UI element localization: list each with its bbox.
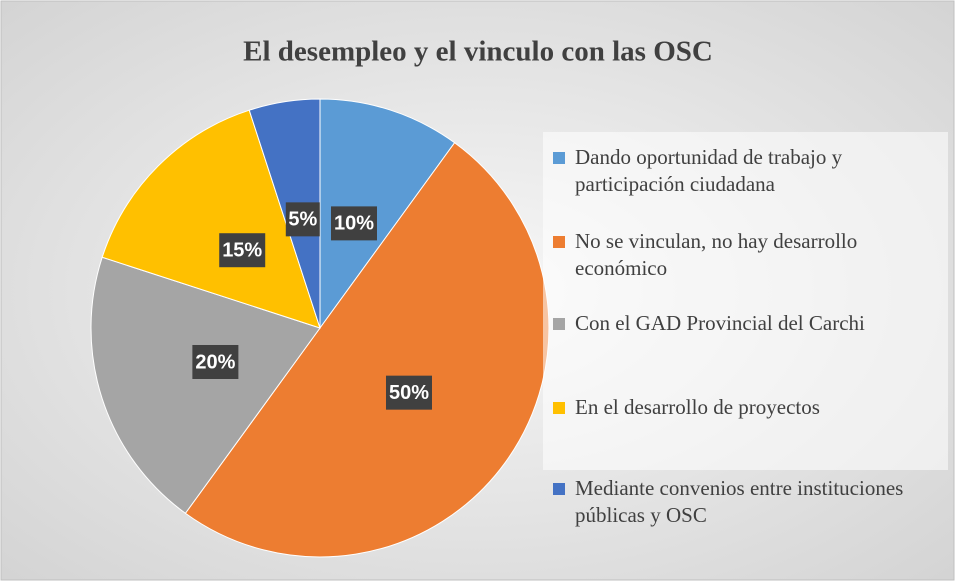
data-label: 50% [389, 382, 429, 404]
pie-slice [248, 98, 321, 329]
legend-swatch [553, 483, 565, 495]
data-label-box [385, 375, 432, 410]
pie-slice [184, 142, 550, 558]
pie-slice [101, 109, 321, 329]
legend-item: En el desarrollo de proyectos [553, 394, 943, 421]
legend-label: Dando oportunidad de trabajo y participa… [575, 145, 843, 196]
legend-item: Dando oportunidad de trabajo y participa… [553, 144, 943, 198]
legend-label: Con el GAD Provincial del Carchi [575, 311, 865, 335]
data-label-box [192, 344, 239, 379]
data-label-box [219, 233, 266, 268]
data-label-group: 5% [285, 202, 320, 237]
legend-label: No se vinculan, no hay desarrollo económ… [575, 229, 858, 280]
legend-item: Con el GAD Provincial del Carchi [553, 310, 943, 337]
legend: Dando oportunidad de trabajo y participa… [543, 132, 948, 527]
data-label: 20% [195, 351, 235, 373]
legend-swatch [553, 318, 565, 330]
pie-slice [319, 98, 456, 330]
legend-item: No se vinculan, no hay desarrollo económ… [553, 228, 943, 282]
chart-title: El desempleo y el vinculo con las OSC [243, 36, 713, 68]
legend-swatch [553, 152, 565, 164]
legend-label: En el desarrollo de proyectos [575, 395, 820, 419]
data-label-group: 15% [219, 233, 266, 268]
legend-item: Mediante convenios entre instituciones p… [553, 475, 943, 529]
data-label-box [330, 206, 377, 241]
data-label-box [285, 202, 320, 237]
legend-swatch [553, 402, 565, 414]
data-label: 15% [222, 239, 262, 261]
data-label: 10% [334, 213, 374, 235]
data-label-group: 50% [385, 375, 432, 410]
pie-slice [90, 256, 321, 514]
legend-swatch [553, 236, 565, 248]
legend-label: Mediante convenios entre instituciones p… [575, 476, 904, 527]
data-label-group: 20% [192, 344, 239, 379]
data-label: 5% [288, 209, 317, 231]
data-label-group: 10% [330, 206, 377, 241]
